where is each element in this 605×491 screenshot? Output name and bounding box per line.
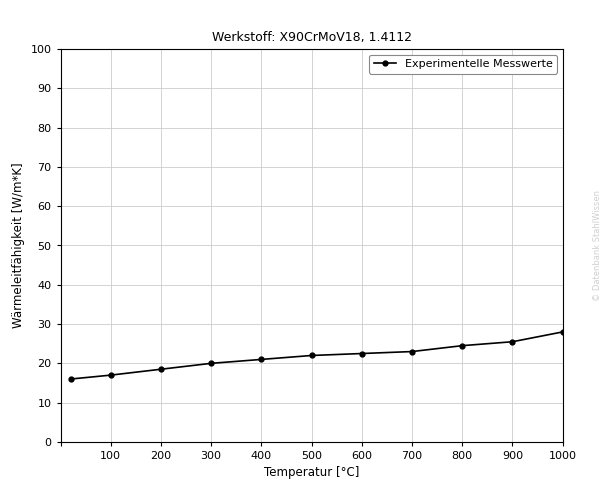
Experimentelle Messwerte	[258, 356, 265, 362]
Experimentelle Messwerte	[208, 360, 215, 366]
Experimentelle Messwerte	[509, 339, 516, 345]
Experimentelle Messwerte	[157, 366, 165, 372]
Experimentelle Messwerte	[459, 343, 466, 349]
Text: © Datenbank StahlWissen: © Datenbank StahlWissen	[593, 190, 602, 301]
Title: Werkstoff: X90CrMoV18, 1.4112: Werkstoff: X90CrMoV18, 1.4112	[212, 31, 411, 44]
Experimentelle Messwerte	[559, 329, 566, 335]
Legend: Experimentelle Messwerte: Experimentelle Messwerte	[369, 55, 557, 74]
Experimentelle Messwerte	[408, 349, 416, 355]
Line: Experimentelle Messwerte: Experimentelle Messwerte	[68, 329, 565, 382]
Experimentelle Messwerte	[308, 353, 315, 358]
Experimentelle Messwerte	[67, 376, 74, 382]
Y-axis label: Wärmeleitfähigkeit [W/m*K]: Wärmeleitfähigkeit [W/m*K]	[12, 163, 25, 328]
Experimentelle Messwerte	[358, 351, 365, 356]
X-axis label: Temperatur [°C]: Temperatur [°C]	[264, 466, 359, 480]
Experimentelle Messwerte	[107, 372, 114, 378]
